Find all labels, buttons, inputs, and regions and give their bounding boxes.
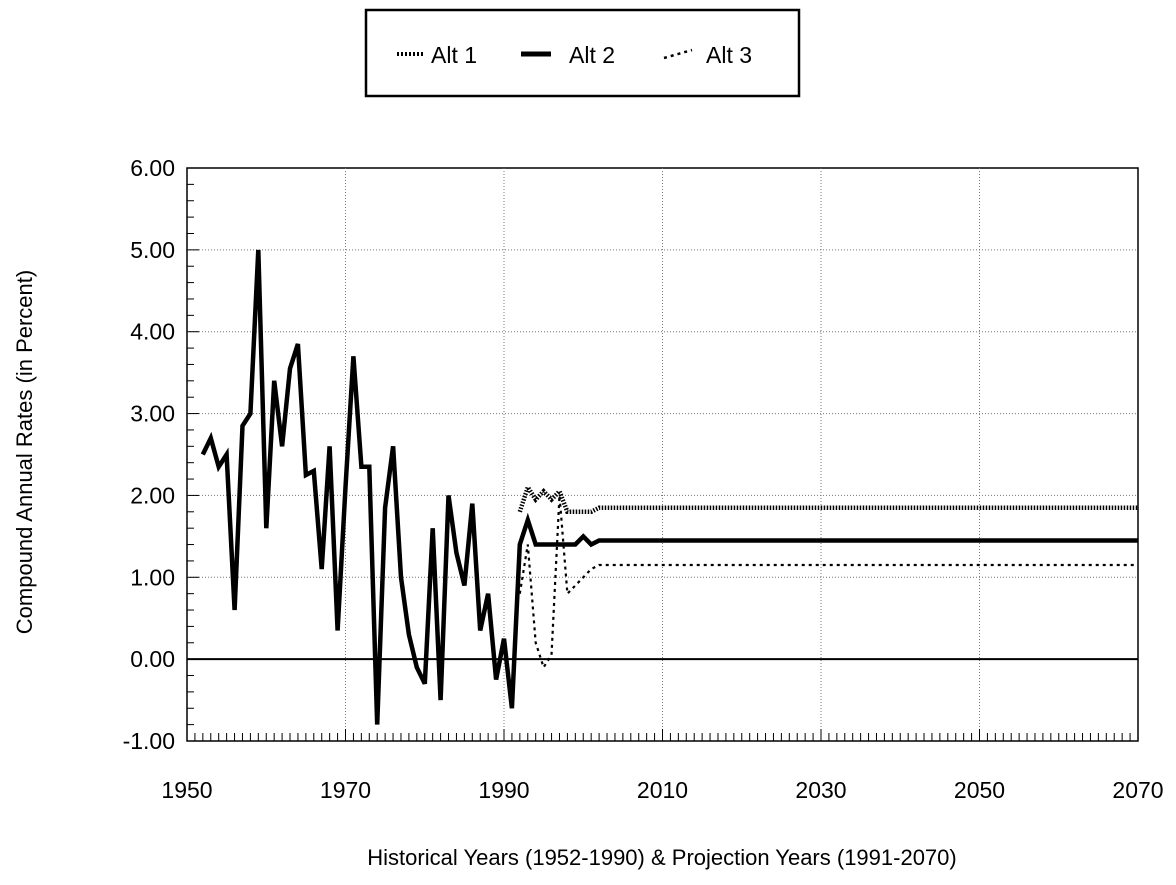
- x-tick-label: 2050: [954, 777, 1005, 803]
- legend-box: [364, 8, 801, 98]
- y-tick-label: 0.00: [130, 646, 175, 672]
- y-tick-label: 3.00: [130, 401, 175, 427]
- y-tick-label: 1.00: [130, 564, 175, 590]
- legend-label-alt-2: Alt 2: [569, 42, 615, 68]
- x-tick-label: 1970: [320, 777, 371, 803]
- series-line-alt-2: [200, 249, 1138, 725]
- series-line-alt-1: [517, 481, 1138, 515]
- x-tick-label: 2070: [1112, 777, 1163, 803]
- series-layer: [200, 249, 1138, 725]
- y-tick-label: -1.00: [123, 728, 175, 754]
- x-tick-label: 2010: [637, 777, 688, 803]
- x-axis-title: Historical Years (1952-1990) & Projectio…: [367, 845, 956, 870]
- x-tick-label: 2030: [795, 777, 846, 803]
- legend-label-alt-3: Alt 3: [706, 42, 752, 68]
- legend: Alt 1 Alt 2 Alt 3: [364, 8, 801, 98]
- legend-swatch-alt-3: [663, 48, 693, 60]
- y-tick-label: 4.00: [130, 319, 175, 345]
- x-tick-label: 1950: [161, 777, 212, 803]
- x-tick-label: 1990: [478, 777, 529, 803]
- y-tick-label: 5.00: [130, 237, 175, 263]
- series-line-alt-3: [518, 495, 1138, 670]
- y-axis-title: Compound Annual Rates (in Percent): [12, 270, 37, 634]
- x-axis-tick-labels: 1950 1970 1990 2010 2030 2050 2070: [161, 777, 1163, 803]
- y-tick-label: 2.00: [130, 482, 175, 508]
- legend-label-alt-1: Alt 1: [431, 42, 477, 68]
- y-tick-label: 6.00: [130, 155, 175, 181]
- y-axis-tick-labels: 6.00 5.00 4.00 3.00 2.00 1.00 0.00 -1.00: [123, 155, 175, 754]
